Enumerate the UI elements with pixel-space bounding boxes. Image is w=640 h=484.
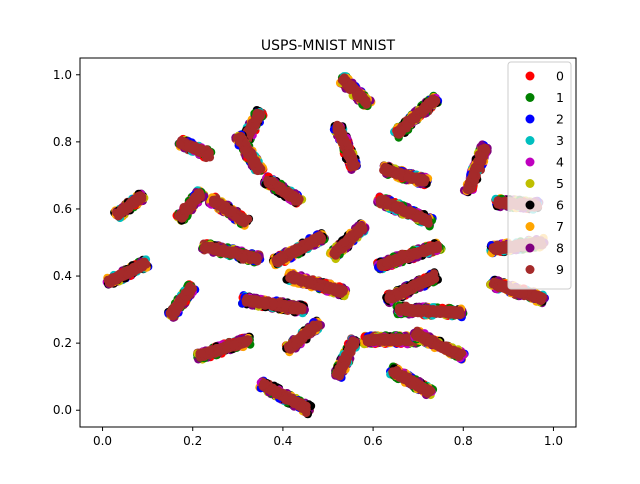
data-point xyxy=(425,242,434,252)
data-point xyxy=(499,200,508,209)
data-point xyxy=(353,229,362,238)
data-point xyxy=(382,163,391,172)
data-point xyxy=(391,170,400,180)
data-point xyxy=(287,193,296,202)
data-point xyxy=(205,148,214,158)
data-point xyxy=(209,198,218,208)
data-point xyxy=(294,245,303,254)
cluster xyxy=(459,140,492,197)
data-point xyxy=(126,265,135,274)
data-point xyxy=(421,218,431,227)
data-point xyxy=(240,146,249,155)
data-point xyxy=(138,258,147,267)
data-point xyxy=(400,205,409,214)
data-point xyxy=(176,140,185,150)
data-point xyxy=(341,138,351,147)
data-point xyxy=(362,97,371,107)
data-point xyxy=(402,122,411,131)
data-point xyxy=(473,164,483,173)
data-point xyxy=(110,276,119,286)
data-point xyxy=(306,236,315,246)
data-point xyxy=(474,156,484,165)
data-point xyxy=(233,250,242,260)
data-point xyxy=(407,114,417,124)
data-point xyxy=(268,176,277,186)
cluster xyxy=(390,91,443,142)
data-point xyxy=(177,214,186,223)
data-point xyxy=(345,84,354,94)
data-point xyxy=(464,184,473,194)
data-point xyxy=(216,248,225,257)
data-point xyxy=(398,251,407,260)
data-point xyxy=(191,192,200,201)
cluster xyxy=(335,72,376,111)
data-point xyxy=(253,166,262,176)
data-point xyxy=(403,173,412,182)
data-point xyxy=(376,197,385,206)
data-point xyxy=(228,208,237,217)
data-point xyxy=(391,202,400,211)
data-point xyxy=(412,213,422,222)
data-point xyxy=(349,160,358,170)
data-point xyxy=(218,204,227,214)
data-point xyxy=(124,204,134,214)
data-point xyxy=(339,75,348,84)
data-point xyxy=(338,128,347,138)
data-point xyxy=(132,195,141,205)
data-point xyxy=(342,149,351,158)
data-point xyxy=(420,101,429,111)
data-point xyxy=(252,110,262,120)
data-point xyxy=(236,132,245,141)
points-layer xyxy=(102,72,549,419)
data-point xyxy=(190,142,199,151)
data-point xyxy=(183,206,192,215)
data-point xyxy=(492,246,501,255)
data-point xyxy=(248,158,257,168)
data-point xyxy=(250,253,259,263)
cluster xyxy=(329,120,361,174)
chart-title: USPS-MNIST MNIST xyxy=(261,38,396,54)
data-point xyxy=(205,245,215,254)
data-point xyxy=(277,253,286,263)
data-point xyxy=(419,175,428,184)
data-point xyxy=(340,238,349,247)
data-point xyxy=(276,186,285,195)
data-point xyxy=(354,90,363,99)
data-point xyxy=(117,209,127,218)
